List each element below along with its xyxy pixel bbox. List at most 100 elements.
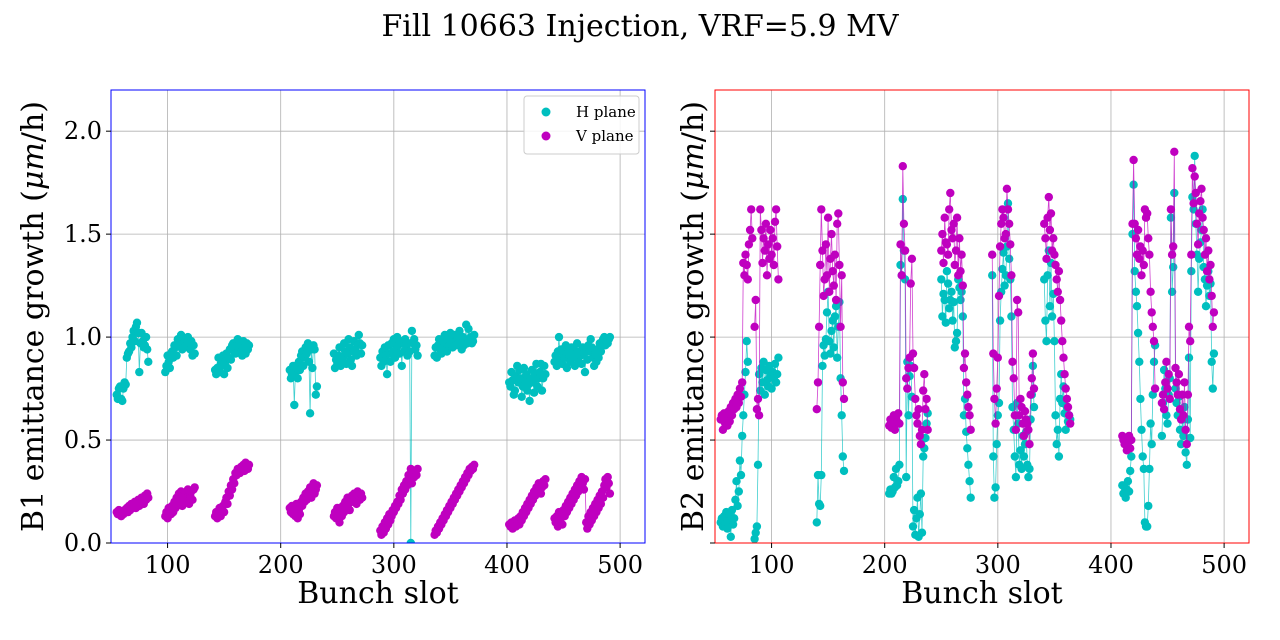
data-point [1053,425,1063,434]
b2-emittance-panel: 100 200 300 400 500 Bunch slot B2 emittance gr… [676,89,1250,611]
data-point [562,363,572,373]
data-point [914,405,923,414]
data-point [1199,225,1208,235]
data-point [1051,260,1060,270]
data-point [998,264,1007,274]
b1-plot-area [112,318,615,543]
data-point [994,291,1004,301]
data-point [921,405,930,414]
data-point [1006,240,1015,249]
data-point [938,312,947,321]
data-point [952,213,962,222]
data-point [963,390,972,399]
data-point [1044,192,1054,202]
data-point [766,225,775,235]
data-point [1180,378,1189,387]
data-point [741,367,750,377]
data-point [962,378,971,387]
data-point [750,322,759,331]
data-point [529,388,539,397]
data-point [1174,370,1184,379]
y-tick-label: 0.0 [64,529,102,557]
x-tick-label: 200 [862,551,908,579]
data-point [728,520,738,529]
data-point [517,392,526,401]
data-point [771,378,781,387]
data-point [308,363,317,373]
data-point [1011,472,1021,482]
data-point [745,225,755,235]
data-point [1127,435,1136,445]
data-point [897,271,906,280]
data-point [833,353,842,362]
x-tick-label: 300 [975,551,1021,579]
data-point [1131,234,1141,243]
data-point [1027,374,1037,383]
data-point [890,425,900,434]
data-point [988,250,997,259]
data-point [1135,254,1144,263]
data-point [751,295,760,305]
data-point [939,258,948,268]
data-point [836,322,845,331]
data-point [1171,363,1180,373]
data-point [923,425,932,434]
data-point [1024,425,1033,434]
data-point [1164,370,1173,379]
data-point [1208,384,1218,393]
data-point [1002,184,1012,193]
data-point [1132,302,1142,311]
data-point [1190,151,1199,161]
data-point [1146,419,1155,428]
data-point [382,370,392,379]
data-point [1209,349,1219,358]
data-point [758,258,767,268]
data-point [774,353,783,362]
data-point [1045,302,1055,311]
data-point [1183,390,1193,399]
data-point [412,470,421,480]
data-point [942,240,952,249]
data-point [995,316,1005,325]
legend-label: H plane [576,103,636,121]
data-point [570,361,580,371]
data-point [1061,384,1070,393]
data-point [955,234,964,243]
data-point [822,308,832,317]
data-point [1029,402,1039,412]
data-point [358,493,367,502]
data-point [902,374,911,383]
data-point [812,405,821,414]
data-point [1040,219,1049,228]
data-point [757,225,766,235]
data-point [1165,394,1175,404]
data-point [1147,308,1156,317]
data-point [833,219,842,228]
data-point [823,213,833,222]
data-point [455,326,464,336]
data-point [829,343,838,352]
data-point [1007,271,1016,280]
data-point [1144,234,1153,243]
data-point [1193,287,1203,296]
data-point [1054,452,1064,461]
data-point [541,370,550,379]
data-point [413,464,422,474]
data-point [1062,394,1072,404]
data-point [738,431,747,441]
data-point [948,234,957,243]
figure-title: Fill 10663 Injection, VRF=5.9 MV [381,9,899,44]
data-point [999,248,1008,257]
data-point [906,279,915,288]
data-point [1179,411,1188,420]
data-point [964,460,973,469]
data-point [1046,209,1056,218]
data-point [1007,312,1016,321]
data-point [767,250,776,259]
data-point [940,213,949,222]
data-point [941,318,950,327]
data-point [916,440,926,449]
data-point [1024,472,1033,482]
x-tick-label: 500 [597,551,643,579]
